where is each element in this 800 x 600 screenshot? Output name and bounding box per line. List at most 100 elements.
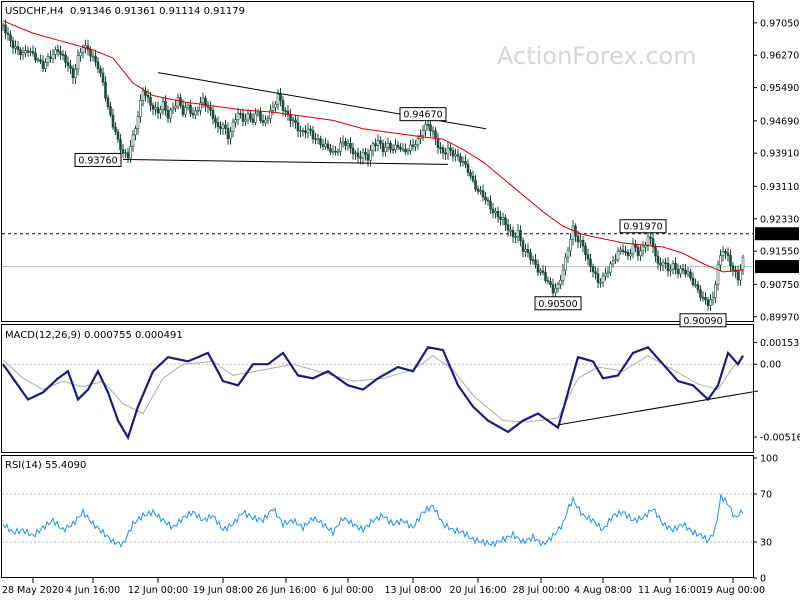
- candle-body: [226, 128, 230, 140]
- candle-body: [689, 271, 692, 279]
- macd-tick-label: 0.001532: [760, 338, 800, 349]
- candle-body: [1, 24, 5, 27]
- candle-body: [516, 230, 520, 237]
- candle-body: [451, 150, 455, 157]
- candle-body: [106, 97, 110, 107]
- candle-body: [189, 104, 192, 114]
- candle-body: [116, 131, 120, 140]
- price-tick-label: 0.94690: [760, 116, 799, 127]
- candle-body: [239, 113, 242, 115]
- annotation-label: 0.94670: [403, 110, 442, 121]
- candle-body: [476, 188, 480, 192]
- candle-body: [244, 119, 247, 122]
- candle-body: [331, 150, 335, 153]
- candle-body: [139, 100, 142, 117]
- candle-body: [131, 134, 135, 147]
- candle-body: [594, 271, 597, 275]
- candle-body: [684, 269, 687, 275]
- annotation-box: [679, 313, 727, 328]
- candle-body: [596, 273, 600, 283]
- price-axis: 0.97050 0.96270 0.95490 0.94690 0.93910 0.931…: [753, 18, 799, 323]
- candle-body: [321, 144, 325, 147]
- candle-body: [134, 128, 137, 136]
- candle-body: [486, 199, 490, 202]
- candle-body: [659, 262, 662, 266]
- candle-body: [249, 113, 252, 120]
- candle-body: [616, 251, 620, 261]
- candle-body: [729, 255, 732, 267]
- time-tick-label: 28 Jul 00:00: [513, 585, 570, 596]
- candle-body: [31, 51, 35, 54]
- candle-body: [706, 299, 710, 306]
- candle-body: [344, 141, 347, 146]
- candle-body: [511, 229, 515, 238]
- candle-body: [629, 253, 632, 257]
- candle-body: [591, 266, 595, 272]
- annotation-box: [534, 296, 582, 311]
- candle-body: [741, 257, 745, 270]
- candle-body: [164, 101, 167, 111]
- candle-body: [306, 128, 310, 134]
- candle-body: [496, 211, 500, 218]
- candle-body: [124, 152, 127, 155]
- candle-body: [664, 262, 667, 264]
- candle-body: [369, 150, 372, 161]
- candle-body: [459, 155, 462, 163]
- annotation-box: [74, 152, 122, 167]
- candle-body: [439, 147, 442, 149]
- candle-body: [186, 104, 190, 108]
- moving-average: [2, 20, 744, 273]
- candle-body: [141, 90, 145, 101]
- candle-body: [484, 196, 487, 201]
- candle-body: [371, 143, 375, 151]
- candle-body: [396, 144, 400, 148]
- candle-body: [21, 52, 25, 56]
- candle-body: [739, 269, 742, 281]
- candle-body: [356, 152, 360, 158]
- candle-body: [96, 61, 100, 70]
- candle-body: [704, 297, 707, 301]
- candle-body: [736, 271, 740, 281]
- candle-body: [686, 271, 690, 275]
- candle-body: [641, 246, 645, 252]
- price-tick-label: 0.92330: [760, 214, 799, 225]
- candle-body: [29, 51, 32, 53]
- candle-body: [334, 150, 337, 153]
- candle-body: [546, 280, 550, 282]
- candle-body: [34, 52, 37, 61]
- candle-body: [614, 259, 617, 262]
- candle-body: [201, 97, 205, 104]
- candle-body: [236, 113, 240, 121]
- price-tick-label: 0.93110: [760, 182, 799, 193]
- candle-body: [136, 116, 140, 129]
- candle-body: [534, 259, 537, 265]
- candle-body: [386, 142, 390, 148]
- candle-body: [586, 254, 590, 260]
- candle-body: [314, 138, 317, 141]
- candle-body: [624, 251, 627, 253]
- candle-body: [274, 103, 277, 108]
- candle-body: [519, 230, 522, 241]
- candle-body: [421, 130, 425, 136]
- candle-body: [579, 240, 582, 243]
- price-tick-label: 0.95490: [760, 83, 799, 94]
- rsi-tick-label: 100: [760, 454, 778, 465]
- candle-body: [521, 240, 525, 252]
- candle-body: [406, 150, 410, 153]
- candle-body: [714, 284, 717, 298]
- candle-body: [74, 68, 77, 79]
- price-tick-label: 0.91550: [760, 247, 799, 258]
- time-tick-label: 19 Jun 08:00: [193, 585, 253, 596]
- candle-body: [514, 236, 517, 238]
- candle-body: [59, 51, 62, 55]
- candle-body: [326, 143, 330, 149]
- candle-body: [541, 270, 545, 273]
- time-tick-label: 6 Jul 00:00: [323, 585, 374, 596]
- rsi-tick-label: 0: [760, 574, 766, 585]
- candle-body: [264, 119, 267, 123]
- candle-body: [404, 148, 407, 153]
- time-axis: 28 May 2020 4 Jun 16:00 12 Jun 00:00 19 Jun…: [2, 578, 765, 596]
- level-label: 0.91970: [758, 229, 797, 240]
- time-tick-label: 28 May 2020: [2, 585, 64, 596]
- candle-body: [599, 282, 602, 284]
